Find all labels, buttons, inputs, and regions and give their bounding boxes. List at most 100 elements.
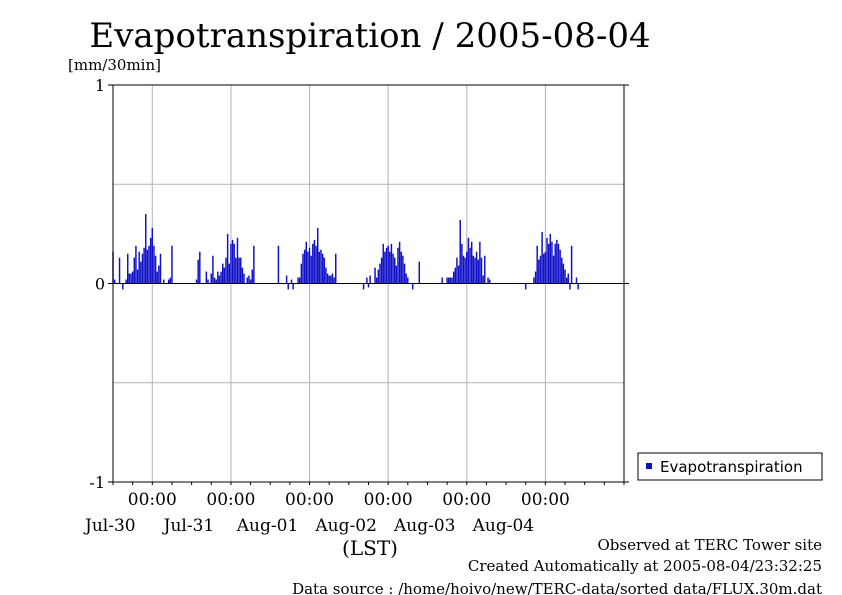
bar — [375, 277, 378, 284]
y-axis-unit: [mm/30min] — [68, 56, 161, 74]
bar — [380, 257, 383, 284]
bar — [335, 253, 337, 284]
plot-frame — [108, 84, 629, 485]
bar — [543, 253, 545, 284]
bar — [407, 277, 409, 284]
bar — [446, 277, 448, 284]
bar — [488, 279, 491, 284]
bar — [559, 249, 561, 284]
bar — [362, 283, 365, 290]
bar — [143, 247, 145, 284]
bar — [300, 263, 303, 284]
bar — [475, 251, 478, 284]
x-tick-label-time: 00:00 — [206, 490, 255, 510]
bar — [451, 277, 453, 284]
bar — [403, 263, 406, 284]
bar — [418, 261, 421, 284]
bar — [547, 243, 550, 284]
bar — [246, 277, 249, 284]
bar — [310, 255, 312, 284]
footer-created: Created Automatically at 2005-08-04/23:3… — [468, 557, 822, 575]
bar — [533, 277, 535, 284]
bar — [122, 283, 124, 290]
bar — [330, 275, 332, 284]
bar — [484, 255, 486, 284]
bar — [382, 243, 384, 284]
bar — [464, 257, 466, 284]
bar — [125, 279, 127, 284]
bar — [469, 247, 471, 284]
bar — [564, 269, 566, 284]
bar — [243, 273, 245, 284]
bar — [472, 255, 475, 284]
bar — [230, 243, 232, 284]
bar — [154, 255, 157, 284]
bar — [285, 275, 288, 284]
bar — [131, 271, 134, 284]
bar — [575, 277, 578, 284]
bar — [454, 267, 457, 284]
bar — [207, 279, 209, 284]
bar — [377, 269, 380, 284]
bar — [411, 283, 414, 290]
bar — [466, 251, 468, 284]
bar — [474, 257, 476, 284]
bar — [163, 279, 165, 284]
bar — [461, 243, 463, 284]
bar — [534, 271, 537, 284]
bar — [398, 241, 401, 284]
bar — [128, 273, 131, 284]
bar — [367, 283, 370, 288]
bar — [395, 265, 398, 284]
bar — [118, 257, 121, 284]
bar — [374, 267, 376, 284]
bar — [248, 275, 250, 284]
bar — [149, 237, 152, 284]
bar — [302, 253, 304, 284]
bar — [205, 271, 208, 284]
x-tick-label-time: 00:00 — [285, 490, 334, 510]
bar — [235, 257, 237, 284]
bar — [241, 267, 244, 284]
bar — [448, 277, 450, 284]
bar — [233, 243, 235, 284]
bar — [292, 283, 294, 290]
bar — [387, 245, 389, 284]
bar — [222, 263, 224, 284]
bar — [441, 277, 443, 284]
bar — [113, 279, 116, 284]
bar — [328, 275, 330, 284]
y-tick-labels: 1 0 -1 — [89, 76, 105, 492]
bar — [570, 245, 573, 284]
bar — [456, 257, 458, 284]
bar — [452, 271, 455, 284]
bar — [459, 219, 461, 284]
bar — [141, 253, 144, 284]
bar — [210, 273, 212, 284]
bar — [556, 239, 558, 284]
y-tick-label: -1 — [89, 473, 105, 492]
bar — [569, 283, 571, 290]
bar — [331, 273, 334, 284]
bar-series-evapotranspiration — [112, 214, 579, 290]
bar — [135, 245, 137, 284]
bar — [544, 251, 547, 284]
bar — [470, 241, 473, 284]
bar — [546, 237, 548, 284]
bar — [536, 245, 538, 284]
bar — [323, 257, 326, 284]
x-tick-label-time: 00:00 — [521, 490, 570, 510]
bar — [565, 277, 568, 284]
bar — [551, 241, 553, 284]
bar — [326, 273, 329, 284]
bar — [240, 257, 242, 284]
bar — [127, 253, 129, 284]
footer-source: Data source : /home/hoivo/new/TERC-data/… — [292, 580, 822, 595]
bar — [145, 214, 147, 284]
bar — [138, 251, 140, 284]
footer: Observed at TERC Tower site Created Auto… — [292, 536, 822, 595]
bar — [554, 243, 556, 284]
y-tick-label: 1 — [95, 76, 105, 95]
bar — [561, 257, 563, 284]
